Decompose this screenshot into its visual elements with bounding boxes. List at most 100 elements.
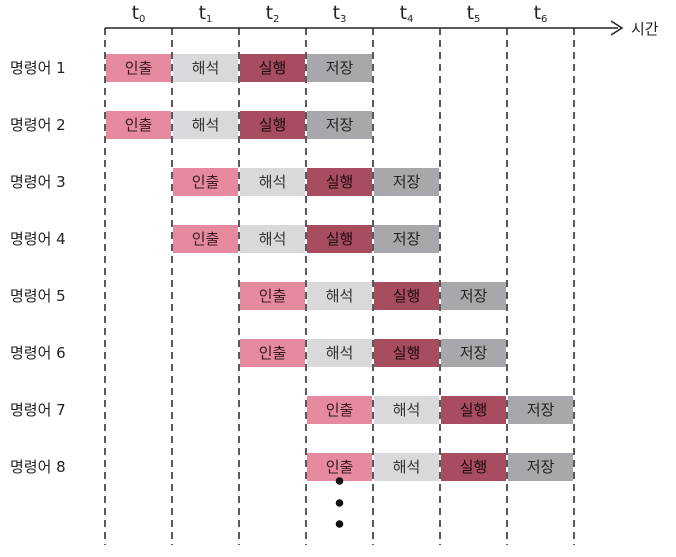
instruction-label: 명령어 5 <box>10 287 66 305</box>
stage-execute: 실행 <box>441 453 506 481</box>
stage-store: 저장 <box>441 282 506 310</box>
tick-subscript: 2 <box>273 14 279 25</box>
tick-subscript: 1 <box>206 14 212 25</box>
stage-decode: 해석 <box>173 54 238 82</box>
stage-store: 저장 <box>441 339 506 367</box>
stage-box <box>173 54 238 82</box>
stage-box <box>307 111 372 139</box>
stage-execute: 실행 <box>374 339 439 367</box>
stage-store: 저장 <box>374 225 439 253</box>
stage-box <box>240 168 305 196</box>
time-tick-label: t3 <box>333 2 347 25</box>
stage-store: 저장 <box>307 54 372 82</box>
continuation-dots: ⋮ <box>1 0 344 528</box>
tick-base: t <box>132 2 139 24</box>
tick-base: t <box>534 2 541 24</box>
instruction-label: 명령어 4 <box>10 230 66 248</box>
time-tick-label: t6 <box>534 2 548 25</box>
stage-label: 해석 <box>192 59 220 77</box>
continuation-dot <box>335 499 344 507</box>
instruction-row: 명령어 8 인출 해석 실행 저장 <box>10 453 573 481</box>
instruction-label: 명령어 7 <box>10 401 66 419</box>
time-ticks: t0 t1 t2 t3 t4 t5 t6 <box>132 2 548 25</box>
stage-label: 저장 <box>326 59 354 77</box>
stage-label: 해석 <box>192 116 220 134</box>
stage-execute: 실행 <box>374 282 439 310</box>
stage-label: 실행 <box>460 401 488 419</box>
continuation-dot <box>335 477 344 485</box>
stage-store: 저장 <box>307 111 372 139</box>
instruction-label: 명령어 6 <box>10 344 66 362</box>
instruction-label: 명령어 3 <box>10 173 66 191</box>
instruction-label: 명령어 1 <box>10 59 66 77</box>
stage-decode: 해석 <box>173 111 238 139</box>
stage-label: 저장 <box>393 230 421 248</box>
stage-decode: 해석 <box>307 282 372 310</box>
tick-base: t <box>400 2 407 24</box>
instruction-row: 명령어 5 인출 해석 실행 저장 <box>10 282 506 310</box>
stage-fetch: 인출 <box>173 168 238 196</box>
instruction-row: 명령어 6 인출 해석 실행 저장 <box>10 339 506 367</box>
stage-box <box>441 396 506 424</box>
stage-box <box>441 453 506 481</box>
time-axis-label: 시간 <box>631 20 659 38</box>
time-tick-label: t0 <box>132 2 146 25</box>
stage-label: 인출 <box>192 230 220 248</box>
stage-decode: 해석 <box>374 453 439 481</box>
stage-decode: 해석 <box>240 225 305 253</box>
stage-fetch: 인출 <box>240 339 305 367</box>
tick-subscript: 6 <box>541 14 547 25</box>
stage-box <box>374 396 439 424</box>
stage-box <box>240 282 305 310</box>
stage-box <box>307 54 372 82</box>
stage-box <box>240 339 305 367</box>
stage-label: 실행 <box>393 287 421 305</box>
tick-subscript: 4 <box>407 14 413 25</box>
time-tick-label: t1 <box>199 2 213 25</box>
stage-box <box>441 282 506 310</box>
stage-box <box>374 453 439 481</box>
stage-box <box>508 453 573 481</box>
instruction-row: 명령어 3 인출 해석 실행 저장 <box>10 168 439 196</box>
tick-base: t <box>467 2 474 24</box>
continuation-marker-text: ⋮ <box>1 0 2 2</box>
stage-box <box>374 339 439 367</box>
stage-label: 실행 <box>326 173 354 191</box>
stage-fetch: 인출 <box>173 225 238 253</box>
time-tick-label: t2 <box>266 2 280 25</box>
stage-label: 해석 <box>326 344 354 362</box>
stage-label: 저장 <box>393 173 421 191</box>
instruction-label: 명령어 2 <box>10 116 66 134</box>
stage-label: 해석 <box>326 287 354 305</box>
time-tick-label: t5 <box>467 2 481 25</box>
stage-decode: 해석 <box>240 168 305 196</box>
stage-label: 실행 <box>259 59 287 77</box>
stage-label: 실행 <box>259 116 287 134</box>
stage-box <box>173 111 238 139</box>
continuation-dot <box>335 520 344 528</box>
stage-box <box>307 453 372 481</box>
instruction-row: 명령어 7 인출 해석 실행 저장 <box>10 396 573 424</box>
stage-label: 저장 <box>527 458 555 476</box>
instruction-label: 명령어 8 <box>10 458 66 476</box>
stage-box <box>374 168 439 196</box>
stage-box <box>106 111 171 139</box>
stage-box <box>508 396 573 424</box>
stage-fetch: 인출 <box>106 111 171 139</box>
stage-fetch: 인출 <box>240 282 305 310</box>
instruction-row: 명령어 2 인출 해석 실행 저장 <box>10 111 372 139</box>
instruction-row: 명령어 1 인출 해석 실행 저장 <box>10 54 372 82</box>
stage-store: 저장 <box>374 168 439 196</box>
stage-label: 해석 <box>259 230 287 248</box>
stage-decode: 해석 <box>307 339 372 367</box>
stage-execute: 실행 <box>441 396 506 424</box>
stage-box <box>240 225 305 253</box>
time-tick-label: t4 <box>400 2 414 25</box>
stage-store: 저장 <box>508 453 573 481</box>
time-axis-arrow-icon <box>610 20 624 36</box>
stage-box <box>374 282 439 310</box>
stage-label: 인출 <box>326 458 354 476</box>
stage-label: 인출 <box>259 344 287 362</box>
